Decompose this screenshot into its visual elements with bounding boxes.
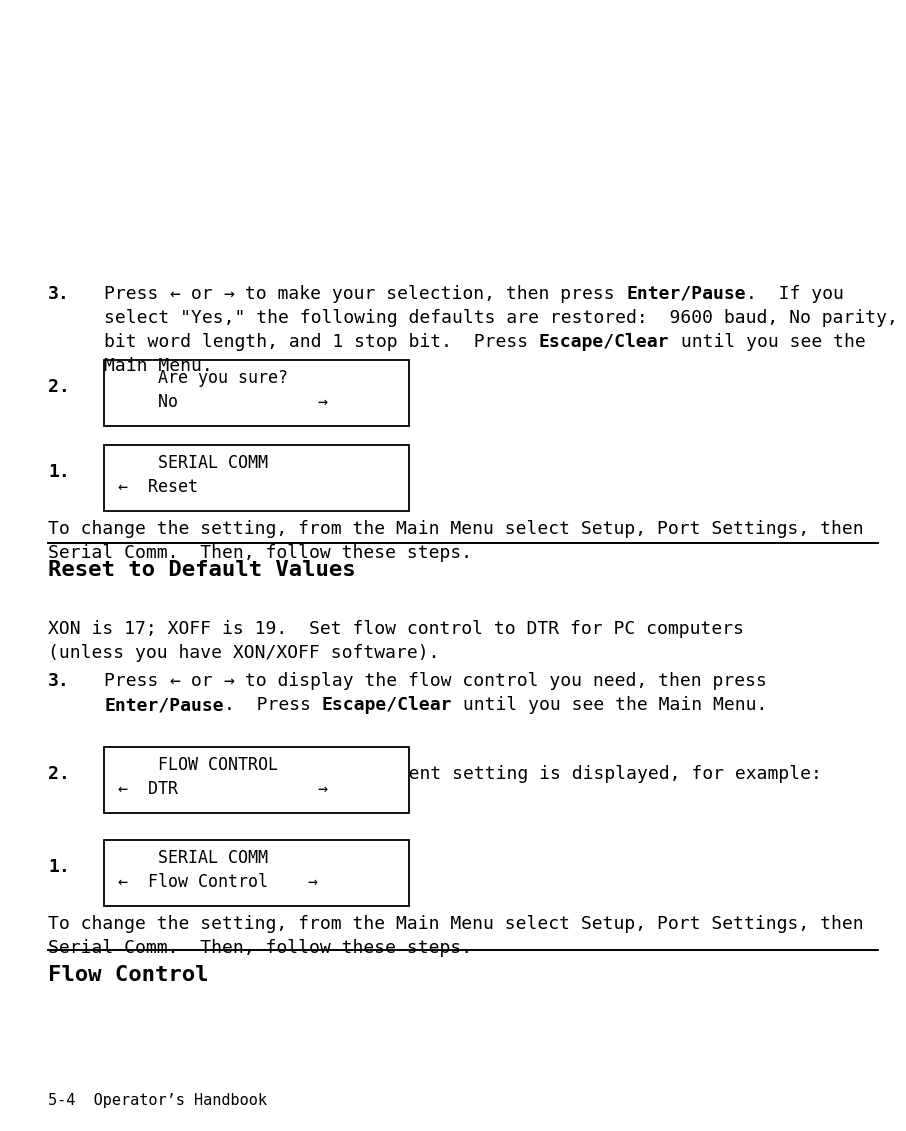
Text: FLOW CONTROL: FLOW CONTROL: [118, 756, 278, 774]
Text: .  The current setting is displayed, for example:: . The current setting is displayed, for …: [289, 765, 822, 783]
Text: .  If you: . If you: [746, 285, 843, 303]
Text: Press: Press: [104, 765, 169, 783]
Text: until you see: until you see: [180, 463, 333, 481]
Text: ←: ←: [169, 672, 180, 690]
Text: (unless you have XON/XOFF software).: (unless you have XON/XOFF software).: [48, 644, 439, 662]
Text: to make your selection, then press: to make your selection, then press: [235, 285, 626, 303]
Text: ←  DTR              →: ← DTR →: [118, 780, 328, 798]
Text: or: or: [180, 858, 224, 877]
Text: SERIAL COMM: SERIAL COMM: [118, 849, 268, 867]
Text: 5-4  Operator’s Handbook: 5-4 Operator’s Handbook: [48, 1093, 267, 1108]
Text: until you see the Main Menu.: until you see the Main Menu.: [452, 696, 767, 714]
Text: Press: Press: [104, 463, 169, 481]
Text: →: →: [224, 285, 235, 303]
Text: ←  Reset: ← Reset: [118, 478, 198, 497]
Text: No              →: No →: [118, 392, 328, 411]
Text: Enter/Pause: Enter/Pause: [104, 696, 224, 714]
Text: bit word length, and 1 stop bit.  Press: bit word length, and 1 stop bit. Press: [104, 333, 539, 351]
Text: →: →: [224, 672, 235, 690]
Text: .: .: [289, 378, 300, 396]
Bar: [104, 444, 409, 511]
Text: 1.: 1.: [48, 858, 70, 877]
Text: XON is 17; XOFF is 19.  Set flow control to DTR for PC computers: XON is 17; XOFF is 19. Set flow control …: [48, 620, 744, 638]
Text: until you see: until you see: [235, 858, 387, 877]
Text: 1.: 1.: [48, 463, 70, 481]
Text: SERIAL COMM: SERIAL COMM: [118, 454, 268, 472]
Text: Press: Press: [104, 858, 169, 877]
Text: 2.: 2.: [48, 765, 70, 783]
Text: or: or: [180, 672, 224, 690]
Bar: [104, 360, 409, 426]
Text: Are you sure?: Are you sure?: [118, 369, 288, 387]
Text: ←  Flow Control    →: ← Flow Control →: [118, 873, 318, 891]
Text: ←: ←: [169, 285, 180, 303]
Text: Serial Comm.  Then, follow these steps.: Serial Comm. Then, follow these steps.: [48, 939, 472, 957]
Text: .  Press: . Press: [224, 696, 322, 714]
Text: Escape/Clear: Escape/Clear: [539, 333, 670, 351]
Text: Enter/Pause: Enter/Pause: [169, 765, 289, 783]
Text: to display the flow control you need, then press: to display the flow control you need, th…: [235, 672, 767, 690]
Text: →: →: [169, 463, 180, 481]
Text: or: or: [180, 285, 224, 303]
Text: Press: Press: [104, 672, 169, 690]
Bar: [104, 746, 409, 813]
Text: select "Yes," the following defaults are restored:  9600 baud, No parity, 8: select "Yes," the following defaults are…: [104, 309, 906, 327]
Text: ←: ←: [169, 858, 180, 877]
Text: Enter/Pause: Enter/Pause: [626, 285, 746, 303]
Text: until you see the: until you see the: [670, 333, 865, 351]
Text: To change the setting, from the Main Menu select Setup, Port Settings, then: To change the setting, from the Main Men…: [48, 520, 863, 538]
Text: Reset to Default Values: Reset to Default Values: [48, 560, 356, 580]
Text: →: →: [224, 858, 235, 877]
Text: Serial Comm.  Then, follow these steps.: Serial Comm. Then, follow these steps.: [48, 544, 472, 562]
Text: 3.: 3.: [48, 672, 70, 690]
Text: To change the setting, from the Main Menu select Setup, Port Settings, then: To change the setting, from the Main Men…: [48, 915, 863, 933]
Text: Main Menu.: Main Menu.: [104, 357, 213, 375]
Text: Press: Press: [104, 378, 169, 396]
Text: 2.: 2.: [48, 378, 70, 396]
Text: Press: Press: [104, 285, 169, 303]
Bar: [104, 840, 409, 906]
Text: Escape/Clear: Escape/Clear: [322, 696, 452, 714]
Text: 3.: 3.: [48, 285, 70, 303]
Text: Enter/Pause: Enter/Pause: [169, 378, 289, 396]
Text: Flow Control: Flow Control: [48, 965, 208, 985]
